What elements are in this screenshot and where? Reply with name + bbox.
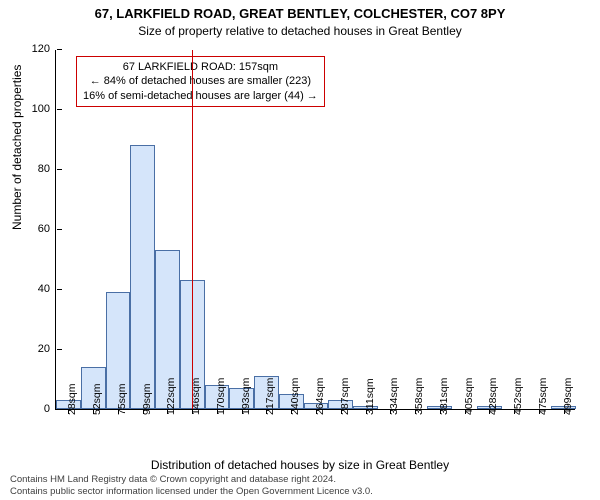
x-tick-label: 499sqm bbox=[562, 378, 574, 415]
annotation-line3: 16% of semi-detached houses are larger (… bbox=[83, 89, 318, 103]
x-tick-label: 475sqm bbox=[537, 378, 549, 415]
page-title: 67, LARKFIELD ROAD, GREAT BENTLEY, COLCH… bbox=[0, 0, 600, 22]
histogram-bar bbox=[130, 145, 155, 409]
x-tick-label: 75sqm bbox=[116, 383, 128, 415]
y-tick: 0 bbox=[44, 403, 56, 415]
x-tick-label: 52sqm bbox=[91, 383, 103, 415]
y-tick: 60 bbox=[38, 223, 56, 235]
x-tick-label: 405sqm bbox=[463, 378, 475, 415]
x-tick-label: 240sqm bbox=[289, 378, 301, 415]
y-tick: 100 bbox=[32, 103, 56, 115]
x-tick-label: 452sqm bbox=[512, 378, 524, 415]
x-tick-label: 264sqm bbox=[314, 378, 326, 415]
x-tick-label: 28sqm bbox=[66, 383, 78, 415]
x-tick-label: 122sqm bbox=[165, 378, 177, 415]
page-subtitle: Size of property relative to detached ho… bbox=[0, 22, 600, 38]
reference-line bbox=[192, 50, 193, 409]
x-tick-label: 358sqm bbox=[413, 378, 425, 415]
x-tick-label: 311sqm bbox=[364, 378, 376, 415]
y-tick: 20 bbox=[38, 343, 56, 355]
x-tick-label: 334sqm bbox=[388, 378, 400, 415]
annotation-line1: 67 LARKFIELD ROAD: 157sqm bbox=[83, 60, 318, 74]
x-tick-label: 170sqm bbox=[215, 378, 227, 415]
chart-area: 67 LARKFIELD ROAD: 157sqm ← 84% of detac… bbox=[55, 50, 575, 410]
annotation-box: 67 LARKFIELD ROAD: 157sqm ← 84% of detac… bbox=[76, 56, 325, 107]
x-tick-label: 217sqm bbox=[264, 378, 276, 415]
x-tick-label: 287sqm bbox=[339, 378, 351, 415]
y-tick: 120 bbox=[32, 43, 56, 55]
footer: Contains HM Land Registry data © Crown c… bbox=[10, 474, 590, 498]
annotation-line2: ← 84% of detached houses are smaller (22… bbox=[83, 74, 318, 88]
x-tick-label: 381sqm bbox=[438, 378, 450, 415]
y-tick: 80 bbox=[38, 163, 56, 175]
y-tick: 40 bbox=[38, 283, 56, 295]
y-axis-label: Number of detached properties bbox=[10, 65, 24, 230]
footer-line2: Contains public sector information licen… bbox=[10, 486, 590, 498]
x-tick-label: 99sqm bbox=[141, 383, 153, 415]
plot-region: 67 LARKFIELD ROAD: 157sqm ← 84% of detac… bbox=[55, 50, 575, 410]
x-tick-label: 428sqm bbox=[487, 378, 499, 415]
chart-container: 67, LARKFIELD ROAD, GREAT BENTLEY, COLCH… bbox=[0, 0, 600, 500]
x-axis-label: Distribution of detached houses by size … bbox=[0, 458, 600, 472]
footer-line1: Contains HM Land Registry data © Crown c… bbox=[10, 474, 590, 486]
x-tick-label: 193sqm bbox=[240, 378, 252, 415]
